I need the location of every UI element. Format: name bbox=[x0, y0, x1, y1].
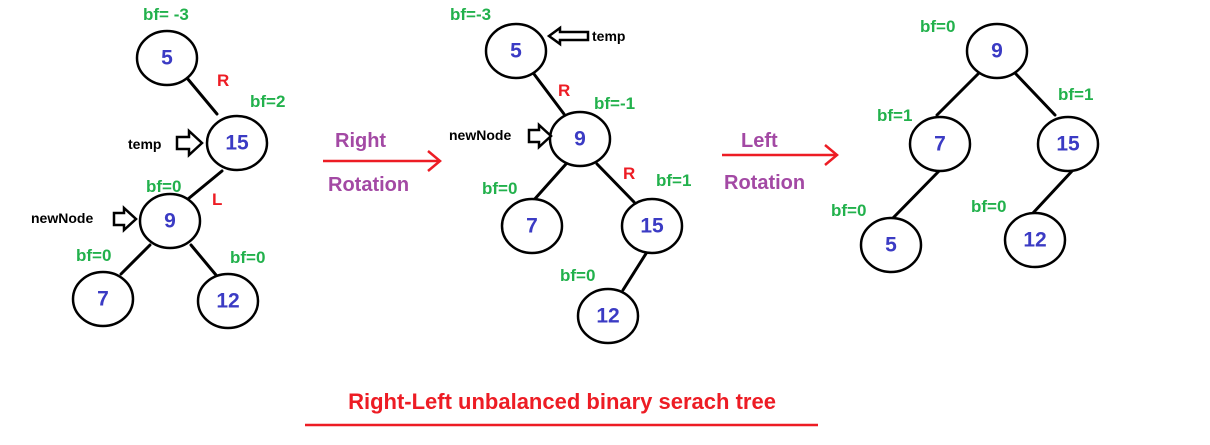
stage2-node-9 bbox=[548, 110, 612, 168]
stage1-bf-7: bf=0 bbox=[76, 246, 111, 265]
right-rotation-label-1: Right bbox=[335, 130, 386, 152]
stage1-tree: 5 15 9 7 12 bf= -3 bf=2 bf=0 bf=0 bf=0 R… bbox=[31, 5, 285, 330]
stage2-edge-9-15 bbox=[595, 162, 636, 204]
left-rotation-arrow-head-icon bbox=[824, 144, 839, 166]
stage3-bf-12: bf=0 bbox=[971, 197, 1006, 216]
stage2-bf-15: bf=1 bbox=[656, 171, 691, 190]
stage3-edge-7-5 bbox=[891, 168, 942, 220]
stage3-node-5-label: 5 bbox=[885, 234, 897, 257]
stage2-tree: 5 9 7 15 12 bf=-3 bf=-1 bf=0 bf=1 bf=0 R… bbox=[449, 5, 691, 345]
stage1-dir-r: R bbox=[217, 71, 229, 90]
stage1-temp-arrow-icon bbox=[175, 128, 204, 158]
stage2-node-15-label: 15 bbox=[640, 215, 664, 238]
stage1-bf-12: bf=0 bbox=[230, 248, 265, 267]
stage3-node-5 bbox=[859, 216, 923, 274]
stage1-node-12-label: 12 bbox=[216, 290, 239, 313]
stage3-node-15-label: 15 bbox=[1056, 133, 1080, 156]
left-rotation: Left Rotation bbox=[722, 130, 839, 194]
stage2-dir-r1: R bbox=[558, 81, 570, 100]
stage1-edge-15-9 bbox=[186, 169, 224, 201]
stage2-node-5-label: 5 bbox=[510, 40, 522, 63]
stage2-node-5 bbox=[484, 22, 548, 80]
stage2-edge-15-12 bbox=[621, 250, 649, 292]
stage2-newnode-arrow-icon bbox=[527, 122, 553, 150]
stage2-edge-9-7 bbox=[531, 162, 568, 203]
stage1-node-12 bbox=[196, 272, 260, 330]
stage3-edge-9-15 bbox=[1013, 71, 1057, 117]
stage1-newnode-arrow-icon bbox=[112, 205, 138, 233]
stage2-edge-5-9 bbox=[532, 72, 566, 116]
stage3-bf-5: bf=0 bbox=[831, 201, 866, 220]
stage1-dir-l: L bbox=[212, 190, 222, 209]
stage3-node-7-label: 7 bbox=[934, 133, 946, 156]
stage3-node-12 bbox=[1003, 211, 1067, 269]
stage3-tree: 9 7 15 5 12 bf=0 bf=1 bf=1 bf=0 bf=0 bbox=[831, 17, 1100, 274]
stage3-node-12-label: 12 bbox=[1023, 229, 1046, 252]
left-rotation-label-1: Left bbox=[741, 130, 778, 152]
stage1-node-5-label: 5 bbox=[161, 47, 173, 70]
stage1-node-15-label: 15 bbox=[225, 132, 249, 155]
stage1-node-9-label: 9 bbox=[164, 210, 176, 233]
stage2-node-15 bbox=[620, 197, 684, 255]
right-rotation: Right Rotation bbox=[323, 130, 442, 196]
stage1-temp-label: temp bbox=[128, 136, 161, 152]
stage3-bf-15: bf=1 bbox=[1058, 85, 1093, 104]
stage2-node-9-label: 9 bbox=[574, 128, 586, 151]
stage3-edge-9-7 bbox=[935, 71, 981, 117]
stage1-node-7 bbox=[71, 270, 135, 328]
caption: Right-Left unbalanced binary serach tree bbox=[305, 389, 818, 427]
stage3-bf-7: bf=1 bbox=[877, 106, 912, 125]
stage3-node-7 bbox=[908, 115, 972, 173]
stage2-dir-r2: R bbox=[623, 164, 635, 183]
caption-text: Right-Left unbalanced binary serach tree bbox=[348, 389, 776, 414]
stage3-node-15 bbox=[1036, 115, 1100, 173]
stage2-bf-7: bf=0 bbox=[482, 179, 517, 198]
stage1-edge-5-15 bbox=[185, 76, 219, 116]
stage1-node-7-label: 7 bbox=[97, 288, 109, 311]
stage3-edge-15-12 bbox=[1031, 168, 1075, 215]
stage3-node-9-label: 9 bbox=[991, 40, 1003, 63]
stage2-bf-9: bf=-1 bbox=[594, 94, 635, 113]
stage2-bf-5: bf=-3 bbox=[450, 5, 491, 24]
stage1-bf-5: bf= -3 bbox=[143, 5, 189, 24]
stage2-node-7-label: 7 bbox=[526, 215, 538, 238]
stage1-edge-9-7 bbox=[119, 243, 152, 276]
stage2-bf-12: bf=0 bbox=[560, 266, 595, 285]
stage1-node-9 bbox=[138, 192, 202, 250]
stage2-node-7 bbox=[500, 197, 564, 255]
stage2-newnode-label: newNode bbox=[449, 127, 511, 143]
stage1-newnode-label: newNode bbox=[31, 210, 93, 226]
stage3-node-9 bbox=[965, 22, 1029, 80]
stage1-node-15 bbox=[205, 114, 269, 172]
stage2-temp-label: temp bbox=[592, 28, 625, 44]
right-rotation-arrow-head-icon bbox=[427, 150, 442, 172]
stage2-node-12 bbox=[576, 287, 640, 345]
stage1-bf-15: bf=2 bbox=[250, 92, 285, 111]
stage1-node-5 bbox=[135, 29, 199, 87]
left-rotation-label-2: Rotation bbox=[724, 172, 805, 194]
stage1-bf-9: bf=0 bbox=[146, 177, 181, 196]
stage2-node-12-label: 12 bbox=[596, 305, 619, 328]
stage1-edge-9-12 bbox=[189, 243, 218, 277]
stage2-temp-arrow-icon bbox=[546, 25, 590, 47]
stage3-bf-9: bf=0 bbox=[920, 17, 955, 36]
right-rotation-label-2: Rotation bbox=[328, 174, 409, 196]
